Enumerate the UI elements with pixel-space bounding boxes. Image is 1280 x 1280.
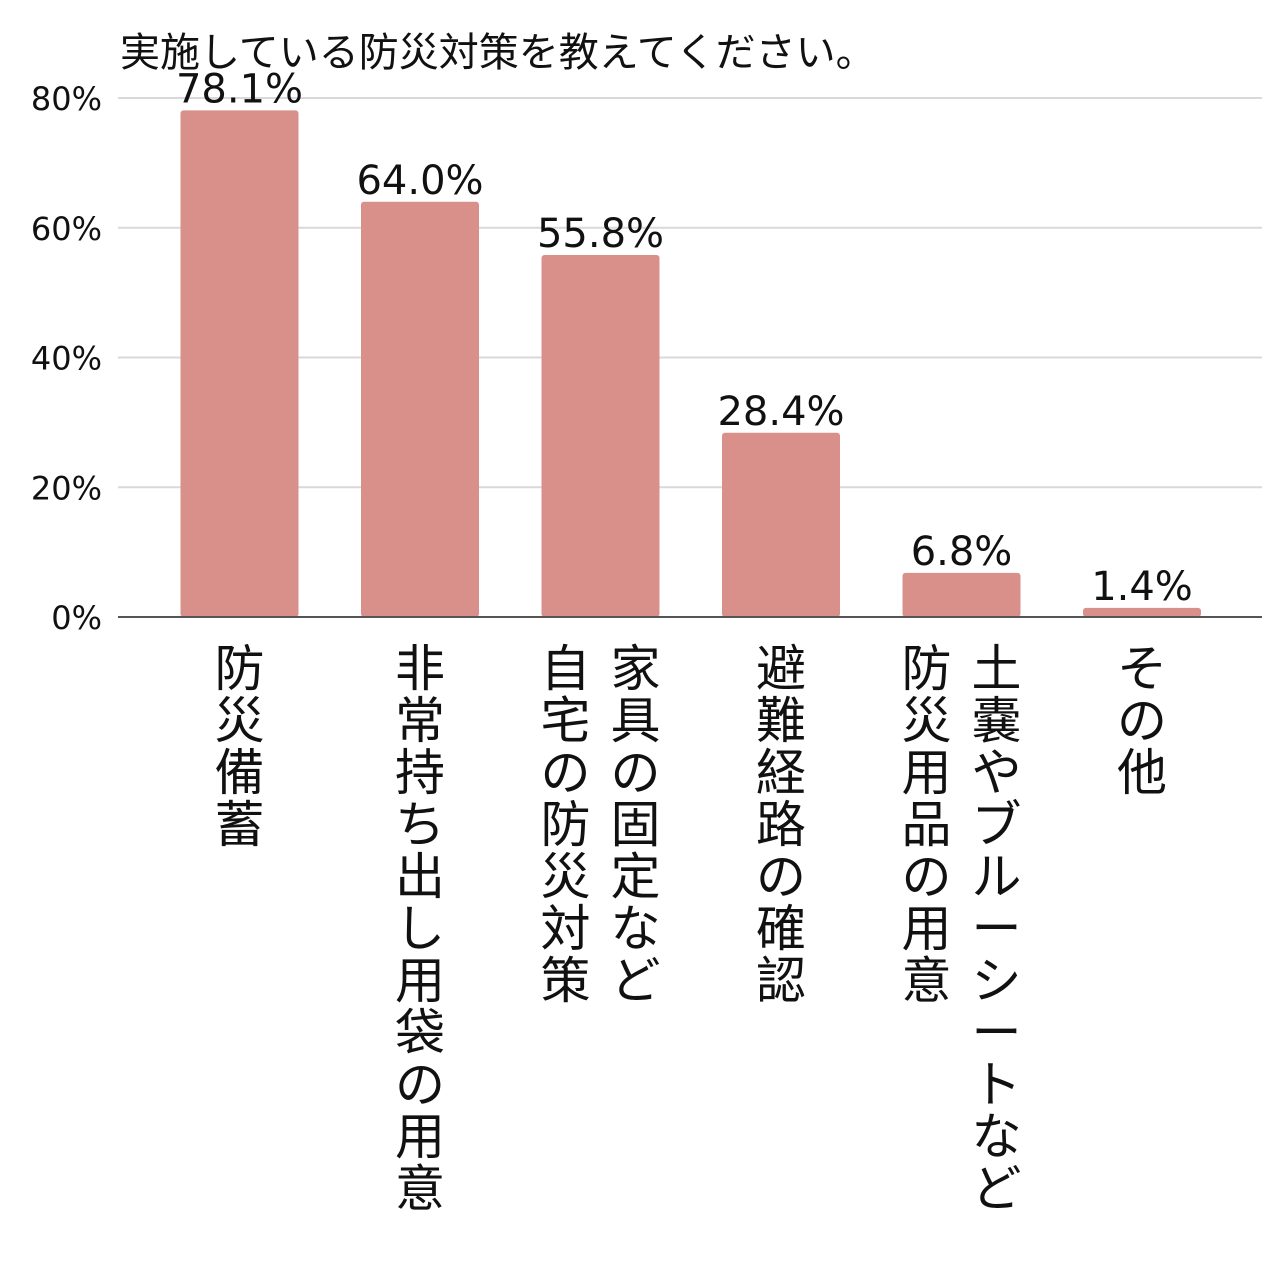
- category-label: 避難経路の確認: [756, 640, 806, 1010]
- y-tick-label: 20%: [31, 469, 102, 507]
- bar: [180, 110, 299, 618]
- y-tick-label: 40%: [31, 340, 102, 378]
- category-label: 非常持ち出し用袋の用意: [395, 640, 445, 1218]
- data-label: 6.8%: [911, 529, 1013, 575]
- y-tick-label: 60%: [31, 210, 102, 248]
- y-axis-ticks: 0% 20% 40% 60% 80%: [31, 80, 102, 637]
- data-label: 1.4%: [1091, 564, 1193, 610]
- y-tick-label: 0%: [51, 599, 102, 637]
- chart-title: 実施している防災対策を教えてください。: [120, 30, 876, 76]
- data-label: 55.8%: [537, 211, 664, 257]
- category-label-line: その他: [1117, 640, 1167, 802]
- category-label-line: 防災備蓄: [215, 640, 265, 854]
- category-label-line: 家具の固定など: [611, 640, 661, 1010]
- bar: [902, 572, 1021, 617]
- bar: [361, 201, 479, 618]
- category-label-line: 防災用品の用意: [902, 640, 952, 1010]
- bar: [541, 254, 660, 617]
- category-label: 防災備蓄: [215, 640, 265, 854]
- category-label-line: 非常持ち出し用袋の用意: [395, 640, 445, 1218]
- category-label-line: 自宅の防災対策: [541, 640, 591, 1010]
- gridlines: [118, 97, 1262, 489]
- data-label: 28.4%: [717, 389, 844, 435]
- y-tick-label: 80%: [31, 80, 102, 118]
- bar: [1083, 607, 1201, 617]
- category-label: その他: [1117, 640, 1167, 802]
- bars: [180, 110, 1201, 618]
- data-labels: 78.1% 64.0% 55.8% 28.4% 6.8% 1.4%: [176, 66, 1193, 610]
- data-label: 78.1%: [176, 66, 303, 112]
- bar: [722, 432, 840, 617]
- category-label-line: 土嚢やブルーシートなど: [972, 640, 1022, 1218]
- category-label-line: 避難経路の確認: [756, 640, 806, 1010]
- data-label: 64.0%: [356, 158, 483, 204]
